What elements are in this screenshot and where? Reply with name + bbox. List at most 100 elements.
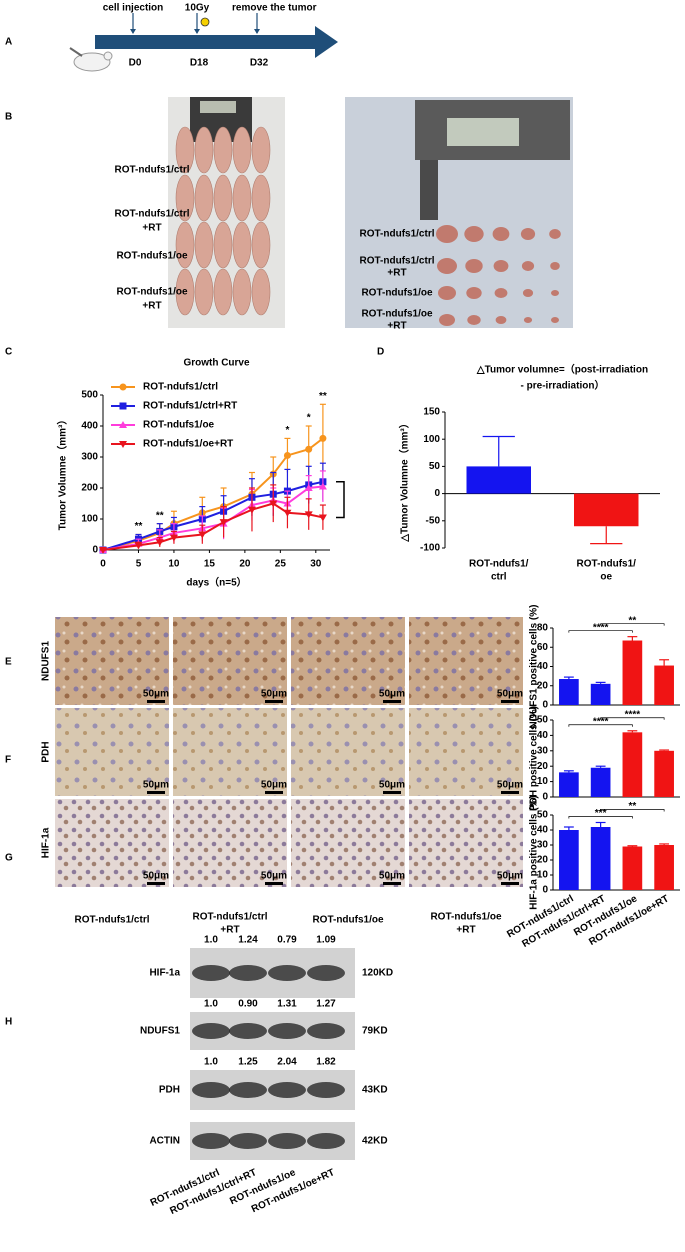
marker <box>99 547 107 554</box>
y-tick-label: 40 <box>537 825 549 836</box>
y-tick-label: 200 <box>81 483 98 494</box>
group-label: ROT-ndufs1/oe <box>116 251 188 262</box>
x-tick-label: 10 <box>168 559 180 570</box>
mouse <box>175 126 195 174</box>
band-ratio: 1.25 <box>238 1057 258 1068</box>
size-label: 42KD <box>362 1136 388 1147</box>
bar <box>590 683 611 705</box>
mouse <box>232 126 252 174</box>
significance-label: ** <box>628 615 636 626</box>
ihc-image <box>409 708 523 796</box>
y-tick-label: 0 <box>542 885 548 896</box>
caliper-display <box>200 101 236 113</box>
blot-band <box>192 1133 230 1149</box>
event-arrowhead <box>194 29 200 34</box>
blot-band <box>307 1133 345 1149</box>
y-tick-label: 0 <box>542 792 548 803</box>
marker <box>119 383 127 391</box>
significance-label: ** <box>135 521 143 532</box>
y-tick-label: 20 <box>537 680 549 691</box>
x-tick-label: oe <box>600 572 612 583</box>
event-arrowhead <box>130 29 136 34</box>
bar <box>622 732 643 797</box>
y-tick-label: 0 <box>542 700 548 711</box>
y-tick-label: 100 <box>81 514 98 525</box>
marker <box>119 441 127 448</box>
y-tick-label: 500 <box>81 390 98 401</box>
ihc-image <box>173 799 287 887</box>
blot-band <box>268 1133 306 1149</box>
bar <box>654 750 674 797</box>
scale-bar-label: 50μm <box>379 689 405 700</box>
chart-title: △Tumor volumne=（post-irradiation <box>476 363 648 376</box>
mouse <box>251 221 271 269</box>
tumor <box>493 260 509 272</box>
scale-bar <box>265 700 283 703</box>
panel-label: D <box>377 347 384 358</box>
ihc-image <box>409 799 523 887</box>
ihc-image <box>55 799 169 887</box>
blot-band <box>192 1082 230 1098</box>
mouse <box>232 268 252 316</box>
band-ratio: 1.31 <box>277 999 297 1010</box>
y-tick-label: 40 <box>537 661 549 672</box>
bar <box>559 772 579 797</box>
panel-label: F <box>5 755 11 766</box>
mouse <box>175 221 195 269</box>
panel-label: G <box>5 853 13 864</box>
blot-band <box>229 965 267 981</box>
panel-label: H <box>5 1017 12 1028</box>
tumor <box>437 258 457 274</box>
tumor <box>438 286 456 300</box>
scale-bar-label: 50μm <box>261 780 287 791</box>
scale-bar <box>147 791 165 794</box>
bar <box>574 493 639 527</box>
scale-bar <box>501 882 519 885</box>
scale-bar <box>383 882 401 885</box>
group-label: +RT <box>142 223 161 234</box>
event-label: 10Gy <box>185 3 210 14</box>
chart-title: Growth Curve <box>183 358 250 369</box>
mouse <box>213 174 233 222</box>
syringe-icon <box>69 47 83 57</box>
x-axis-label: days（n=5） <box>186 576 246 589</box>
group-bracket <box>336 481 345 519</box>
event-label: remove the tumor <box>232 3 317 14</box>
ihc-image <box>173 617 287 705</box>
ihc-image <box>55 617 169 705</box>
ihc-image <box>291 799 405 887</box>
scale-bar <box>147 882 165 885</box>
mouse <box>232 174 252 222</box>
ihc-row-label: PDH <box>41 741 52 762</box>
mouse <box>194 268 214 316</box>
tumor <box>522 289 534 297</box>
y-tick-label: 400 <box>81 421 98 432</box>
timeline-arrowhead <box>315 26 338 58</box>
mouse <box>251 174 271 222</box>
y-axis-label: NDUFS1 positive cells (%) <box>529 605 540 729</box>
marker <box>318 482 327 490</box>
bar <box>559 679 579 705</box>
significance-label: * <box>307 413 311 424</box>
blot-band <box>192 965 230 981</box>
significance-label: **** <box>593 622 609 633</box>
legend-label: ROT-ndufs1/oe <box>143 420 215 431</box>
ihc-column-label: ROT-ndufs1/oe <box>430 912 502 923</box>
ihc-column-label: +RT <box>220 925 239 936</box>
scale-bar <box>265 791 283 794</box>
scale-bar-label: 50μm <box>143 689 169 700</box>
x-tick-label: 30 <box>310 559 322 570</box>
caliper-jaw <box>420 160 438 220</box>
legend-label: ROT-ndufs1/ctrl+RT <box>143 401 237 412</box>
significance-label: **** <box>625 709 641 720</box>
ihc-image <box>55 708 169 796</box>
group-label: ROT-ndufs1/oe <box>361 288 433 299</box>
protein-label: ACTIN <box>149 1136 180 1147</box>
y-tick-label: 10 <box>537 870 549 881</box>
ihc-column-label: +RT <box>456 925 475 936</box>
y-tick-label: 50 <box>537 715 549 726</box>
marker <box>119 421 127 428</box>
y-tick-label: 80 <box>537 623 549 634</box>
blot-band <box>192 1023 230 1039</box>
marker <box>304 511 313 519</box>
